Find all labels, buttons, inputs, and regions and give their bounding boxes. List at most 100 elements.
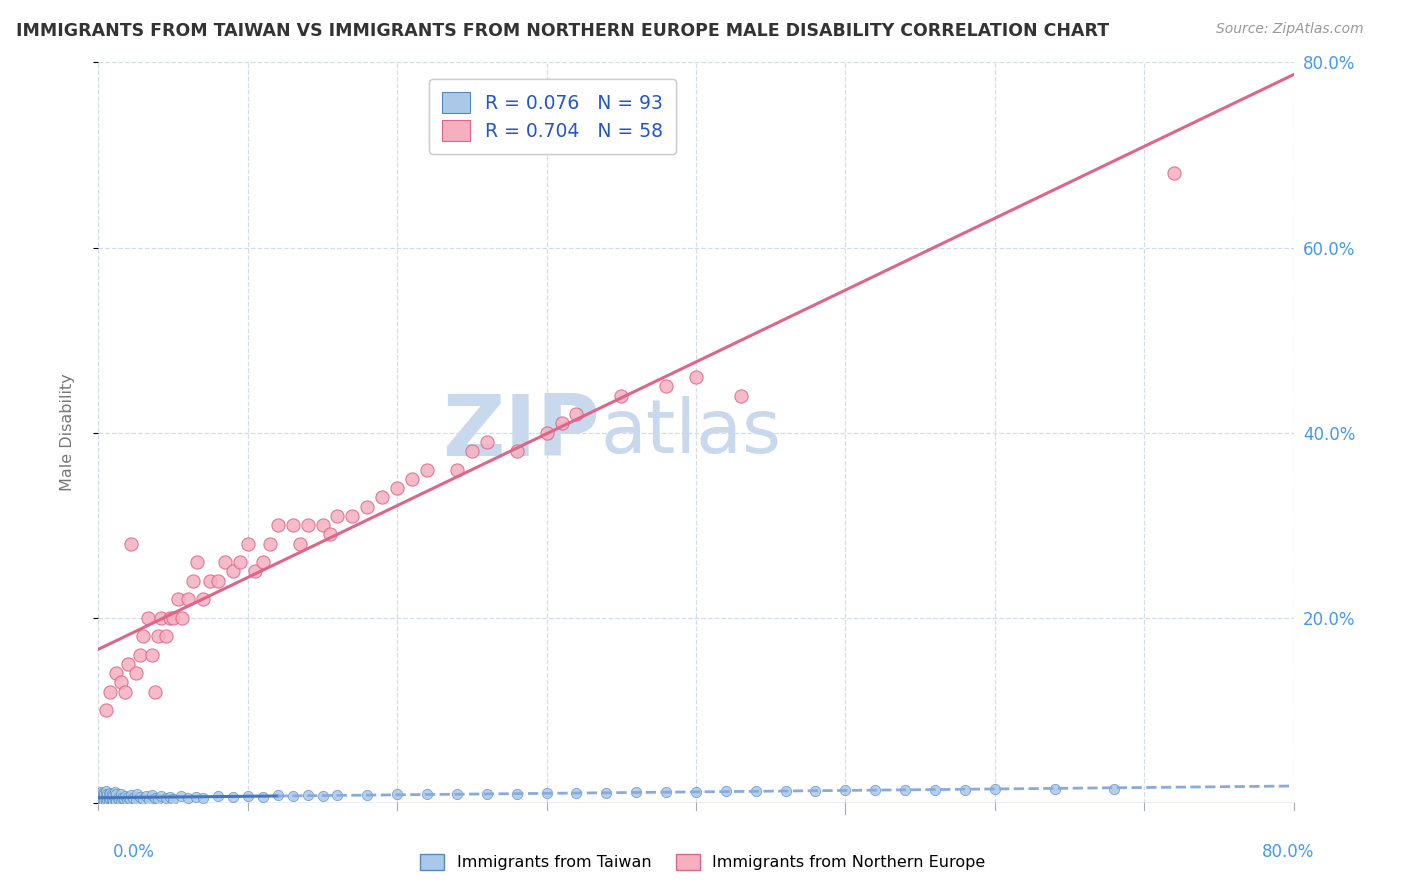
Point	[105, 666, 128, 681]
Point	[259, 536, 281, 550]
Point	[110, 794, 132, 808]
Point	[90, 789, 112, 803]
Point	[326, 508, 349, 523]
Point	[104, 793, 127, 807]
Point	[745, 784, 768, 798]
Point	[401, 472, 423, 486]
Text: IMMIGRANTS FROM TAIWAN VS IMMIGRANTS FROM NORTHERN EUROPE MALE DISABILITY CORREL: IMMIGRANTS FROM TAIWAN VS IMMIGRANTS FRO…	[15, 22, 1109, 40]
Point	[115, 793, 138, 807]
Point	[125, 793, 148, 807]
Point	[342, 508, 364, 523]
Legend: R = 0.076   N = 93, R = 0.704   N = 58: R = 0.076 N = 93, R = 0.704 N = 58	[429, 79, 676, 154]
Point	[114, 789, 136, 804]
Point	[143, 791, 166, 805]
Point	[96, 788, 118, 802]
Point	[229, 555, 252, 569]
Point	[177, 791, 200, 805]
Point	[91, 786, 114, 800]
Point	[475, 787, 498, 801]
Point	[110, 675, 132, 690]
Point	[90, 794, 112, 808]
Point	[222, 790, 245, 805]
Point	[200, 574, 222, 588]
Legend: Immigrants from Taiwan, Immigrants from Northern Europe: Immigrants from Taiwan, Immigrants from …	[413, 847, 993, 877]
Point	[93, 788, 115, 802]
Point	[1163, 166, 1185, 180]
Point	[252, 790, 274, 805]
Point	[97, 794, 120, 808]
Point	[93, 794, 115, 808]
Point	[730, 388, 752, 402]
Point	[214, 555, 236, 569]
Point	[297, 789, 319, 803]
Point	[371, 491, 394, 505]
Point	[252, 555, 274, 569]
Point	[114, 685, 136, 699]
Point	[191, 592, 214, 607]
Point	[177, 592, 200, 607]
Point	[281, 518, 304, 533]
Point	[685, 370, 707, 384]
Point	[626, 785, 648, 799]
Point	[953, 782, 976, 797]
Point	[98, 792, 122, 806]
Point	[103, 789, 125, 803]
Point	[148, 629, 170, 643]
Point	[136, 610, 159, 624]
Point	[207, 574, 229, 588]
Point	[94, 795, 117, 809]
Point	[117, 790, 139, 805]
Point	[150, 610, 173, 624]
Point	[150, 789, 173, 804]
Point	[222, 565, 245, 579]
Point	[297, 518, 319, 533]
Point	[775, 784, 797, 798]
Point	[96, 793, 118, 807]
Point	[184, 790, 207, 805]
Point	[550, 417, 572, 431]
Point	[267, 518, 290, 533]
Point	[281, 789, 304, 804]
Point	[105, 788, 128, 802]
Point	[385, 481, 409, 495]
Text: ZIP: ZIP	[443, 391, 600, 475]
Point	[162, 610, 184, 624]
Point	[311, 518, 333, 533]
Point	[148, 792, 170, 806]
Point	[110, 788, 132, 802]
Point	[984, 781, 1007, 796]
Point	[311, 789, 333, 804]
Point	[565, 786, 588, 800]
Point	[159, 790, 181, 805]
Point	[101, 787, 124, 801]
Point	[117, 657, 139, 671]
Point	[446, 462, 468, 476]
Point	[118, 792, 141, 806]
Point	[97, 787, 120, 801]
Point	[506, 444, 529, 458]
Point	[132, 792, 155, 806]
Point	[105, 794, 128, 808]
Point	[461, 444, 484, 458]
Point	[98, 685, 122, 699]
Point	[87, 787, 110, 801]
Point	[191, 791, 214, 805]
Point	[714, 784, 737, 798]
Point	[129, 648, 152, 662]
Point	[169, 789, 191, 804]
Point	[804, 784, 827, 798]
Point	[655, 785, 678, 799]
Text: Source: ZipAtlas.com: Source: ZipAtlas.com	[1216, 22, 1364, 37]
Point	[87, 796, 110, 810]
Point	[91, 790, 114, 805]
Point	[120, 789, 142, 803]
Point	[162, 792, 184, 806]
Point	[536, 786, 558, 800]
Point	[155, 629, 177, 643]
Point	[129, 790, 152, 805]
Point	[120, 536, 142, 550]
Point	[91, 796, 114, 810]
Point	[565, 407, 588, 421]
Point	[924, 782, 946, 797]
Point	[385, 788, 409, 802]
